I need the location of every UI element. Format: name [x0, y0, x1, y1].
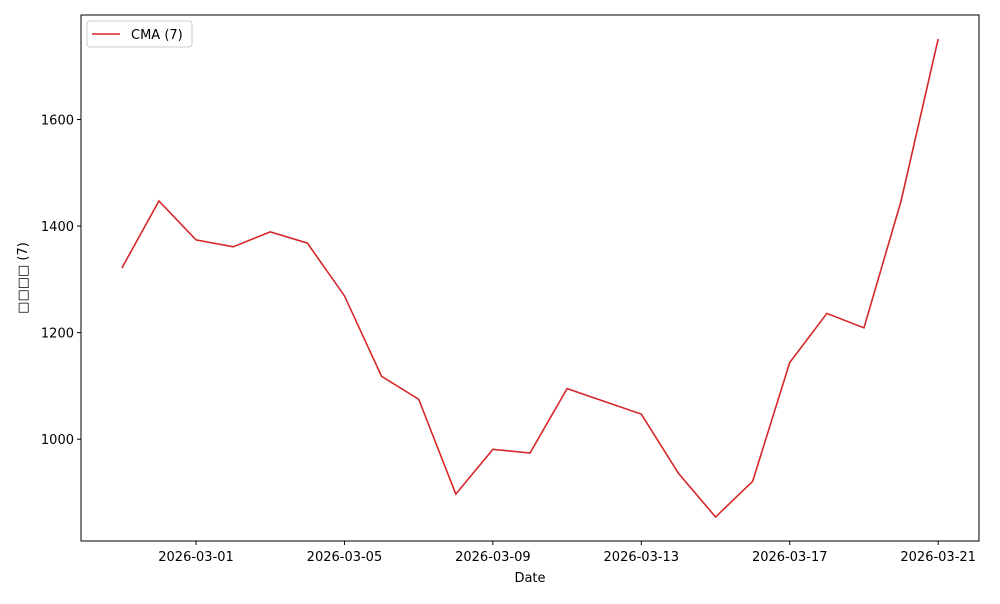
legend-label: CMA (7) — [131, 28, 183, 43]
x-tick-label: 2026-03-17 — [752, 550, 828, 565]
x-tick-label: 2026-03-01 — [158, 550, 234, 565]
y-tick-label: 1000 — [41, 433, 74, 448]
y-tick-label: 1400 — [41, 220, 74, 235]
axes-frame — [80, 14, 980, 542]
y-tick-label: 1200 — [41, 327, 74, 342]
x-tick-label: 2026-03-21 — [900, 550, 976, 565]
y-tick-label: 1600 — [41, 113, 74, 128]
y-axis-label: □□□□ (7) — [16, 242, 31, 314]
x-axis-label: Date — [514, 571, 545, 586]
legend-box — [86, 20, 193, 48]
line-series — [121, 38, 939, 519]
x-tick-label: 2026-03-13 — [604, 550, 680, 565]
x-tick-label: 2026-03-09 — [455, 550, 531, 565]
x-tick-label: 2026-03-05 — [307, 550, 383, 565]
